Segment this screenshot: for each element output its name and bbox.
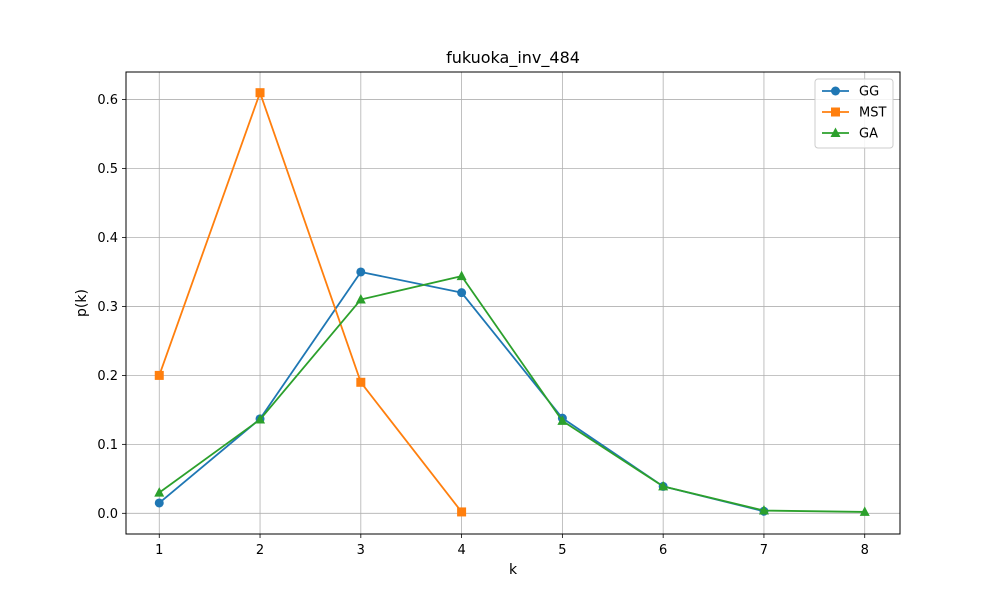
chart-title: fukuoka_inv_484 xyxy=(446,48,580,68)
data-point-gg xyxy=(457,288,467,298)
y-tick-label: 0.0 xyxy=(97,507,118,522)
legend-label-mst: MST xyxy=(859,106,886,121)
legend: GG MST GA xyxy=(814,78,894,149)
data-point-ga xyxy=(758,505,769,515)
data-point-ga xyxy=(859,506,870,516)
legend-item-gg: GG xyxy=(822,85,879,100)
y-tick-label: 0.2 xyxy=(97,369,118,384)
ticks-layer: 1 2 3 4 5 6 7 8 0.0 0.1 0.2 0.3 0.4 0.5 0.6 xyxy=(97,93,869,558)
series-line-ga xyxy=(158,275,865,513)
legend-marker-mst xyxy=(831,107,840,117)
data-point-gg xyxy=(356,267,366,277)
x-tick-label: 6 xyxy=(659,543,667,558)
grid-layer xyxy=(126,72,900,534)
y-axis-label: p(k) xyxy=(74,289,90,317)
y-tick-label: 0.6 xyxy=(97,93,118,108)
data-point-ga xyxy=(557,415,568,425)
x-tick-label: 5 xyxy=(558,543,566,558)
y-tick-label: 0.3 xyxy=(97,300,118,315)
series-mst xyxy=(154,88,467,517)
data-point-mst xyxy=(154,370,164,380)
series-layer xyxy=(154,88,870,517)
x-tick-label: 2 xyxy=(256,543,264,558)
y-tick-label: 0.4 xyxy=(97,231,118,246)
data-point-mst xyxy=(255,88,265,98)
plot-frame xyxy=(125,71,901,535)
legend-item-ga: GA xyxy=(822,127,878,142)
legend-item-mst: MST xyxy=(822,106,886,121)
data-point-ga xyxy=(658,480,669,491)
x-tick-label: 8 xyxy=(861,543,869,558)
data-point-ga xyxy=(456,270,467,281)
x-tick-label: 7 xyxy=(760,543,768,558)
y-tick-label: 0.5 xyxy=(97,162,118,177)
data-point-ga xyxy=(355,294,366,304)
x-axis-label: k xyxy=(509,562,518,578)
series-line-mst xyxy=(158,91,463,513)
data-point-mst xyxy=(356,377,366,387)
legend-label-ga: GA xyxy=(859,127,878,142)
x-tick-label: 1 xyxy=(155,543,163,558)
legend-marker-ga xyxy=(830,127,841,137)
data-point-gg xyxy=(154,498,164,508)
y-tick-label: 0.1 xyxy=(97,438,118,453)
series-ga xyxy=(154,270,870,516)
x-tick-label: 3 xyxy=(357,543,365,558)
legend-marker-gg xyxy=(831,86,840,96)
data-point-ga xyxy=(255,414,266,424)
data-point-mst xyxy=(457,507,467,517)
data-point-ga xyxy=(154,487,165,497)
x-tick-label: 4 xyxy=(457,543,465,558)
legend-label-gg: GG xyxy=(859,85,879,100)
